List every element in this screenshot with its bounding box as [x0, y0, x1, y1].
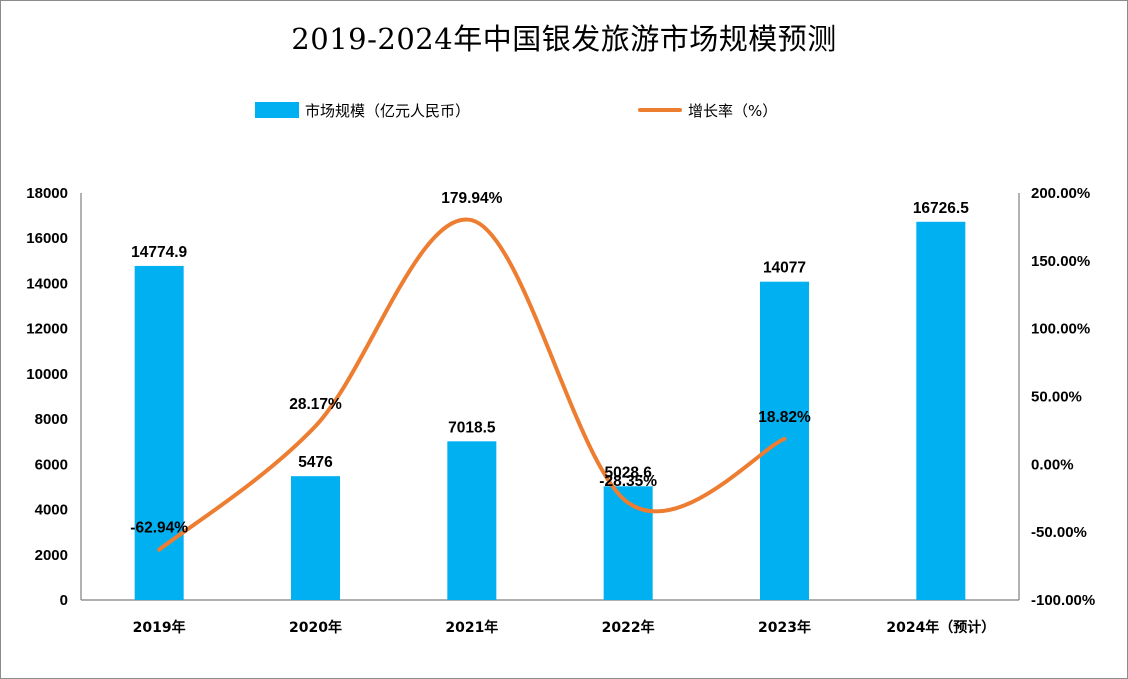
y-left-tick-label: 14000	[26, 275, 68, 292]
y-left-tick-label: 4000	[35, 502, 68, 519]
x-tick-label: 2023年	[758, 619, 811, 636]
y-left-tick-label: 10000	[26, 366, 68, 383]
x-tick-label: 2024年（预计）	[886, 619, 995, 636]
x-tick-label: 2021年	[445, 619, 498, 636]
line-data-label: 18.82%	[758, 409, 811, 426]
bar-data-label: 7018.5	[448, 419, 496, 436]
bar-data-label: 5028.6	[604, 464, 652, 481]
line-data-label: 179.94%	[441, 190, 502, 207]
growth-rate-line	[157, 217, 787, 552]
x-tick-label: 2022年	[602, 619, 655, 636]
bar	[603, 486, 653, 600]
bar	[447, 441, 497, 600]
y-left-tick-label: 18000	[26, 185, 68, 202]
x-tick-label: 2020年	[289, 619, 342, 636]
y-left-tick-label: 0	[60, 592, 68, 609]
y-right-tick-label: 50.00%	[1031, 389, 1082, 406]
y-right-tick-label: -100.00%	[1031, 592, 1095, 609]
legend-label-line: 增长率（%）	[688, 101, 778, 120]
y-left-tick-label: 2000	[35, 547, 68, 564]
bar-data-label: 16726.5	[913, 200, 969, 217]
x-tick-label: 2019年	[133, 619, 186, 636]
legend-swatch-bar	[255, 102, 299, 118]
line-data-label: -62.94%	[130, 520, 188, 537]
legend-item-line: 增长率（%）	[638, 99, 777, 121]
y-right-tick-label: 200.00%	[1031, 185, 1090, 202]
y-left-tick-label: 8000	[35, 411, 68, 428]
y-right-tick-label: 100.00%	[1031, 321, 1090, 338]
y-left-tick-label: 6000	[35, 456, 68, 473]
legend-swatch-line	[638, 108, 682, 112]
line-data-label: -28.35%	[599, 473, 657, 490]
y-left-tick-label: 12000	[26, 321, 68, 338]
bar	[916, 221, 966, 600]
y-right-tick-label: 150.00%	[1031, 253, 1090, 270]
y-right-tick-label: -50.00%	[1031, 524, 1087, 541]
bar-data-label: 14774.9	[131, 244, 187, 261]
legend-label-bar: 市场规模（亿元人民币）	[305, 101, 471, 120]
y-right-tick-label: 0.00%	[1031, 456, 1074, 473]
line-data-label: 28.17%	[289, 396, 342, 413]
bar	[291, 476, 340, 600]
y-left-tick-label: 16000	[26, 230, 68, 247]
bar	[134, 265, 184, 600]
bar-data-label: 5476	[298, 454, 333, 471]
chart-title: 2019-2024年中国银发旅游市场规模预测	[291, 22, 837, 56]
legend-item-bar: 市场规模（亿元人民币）	[255, 99, 470, 121]
bar-data-label: 14077	[763, 260, 806, 277]
